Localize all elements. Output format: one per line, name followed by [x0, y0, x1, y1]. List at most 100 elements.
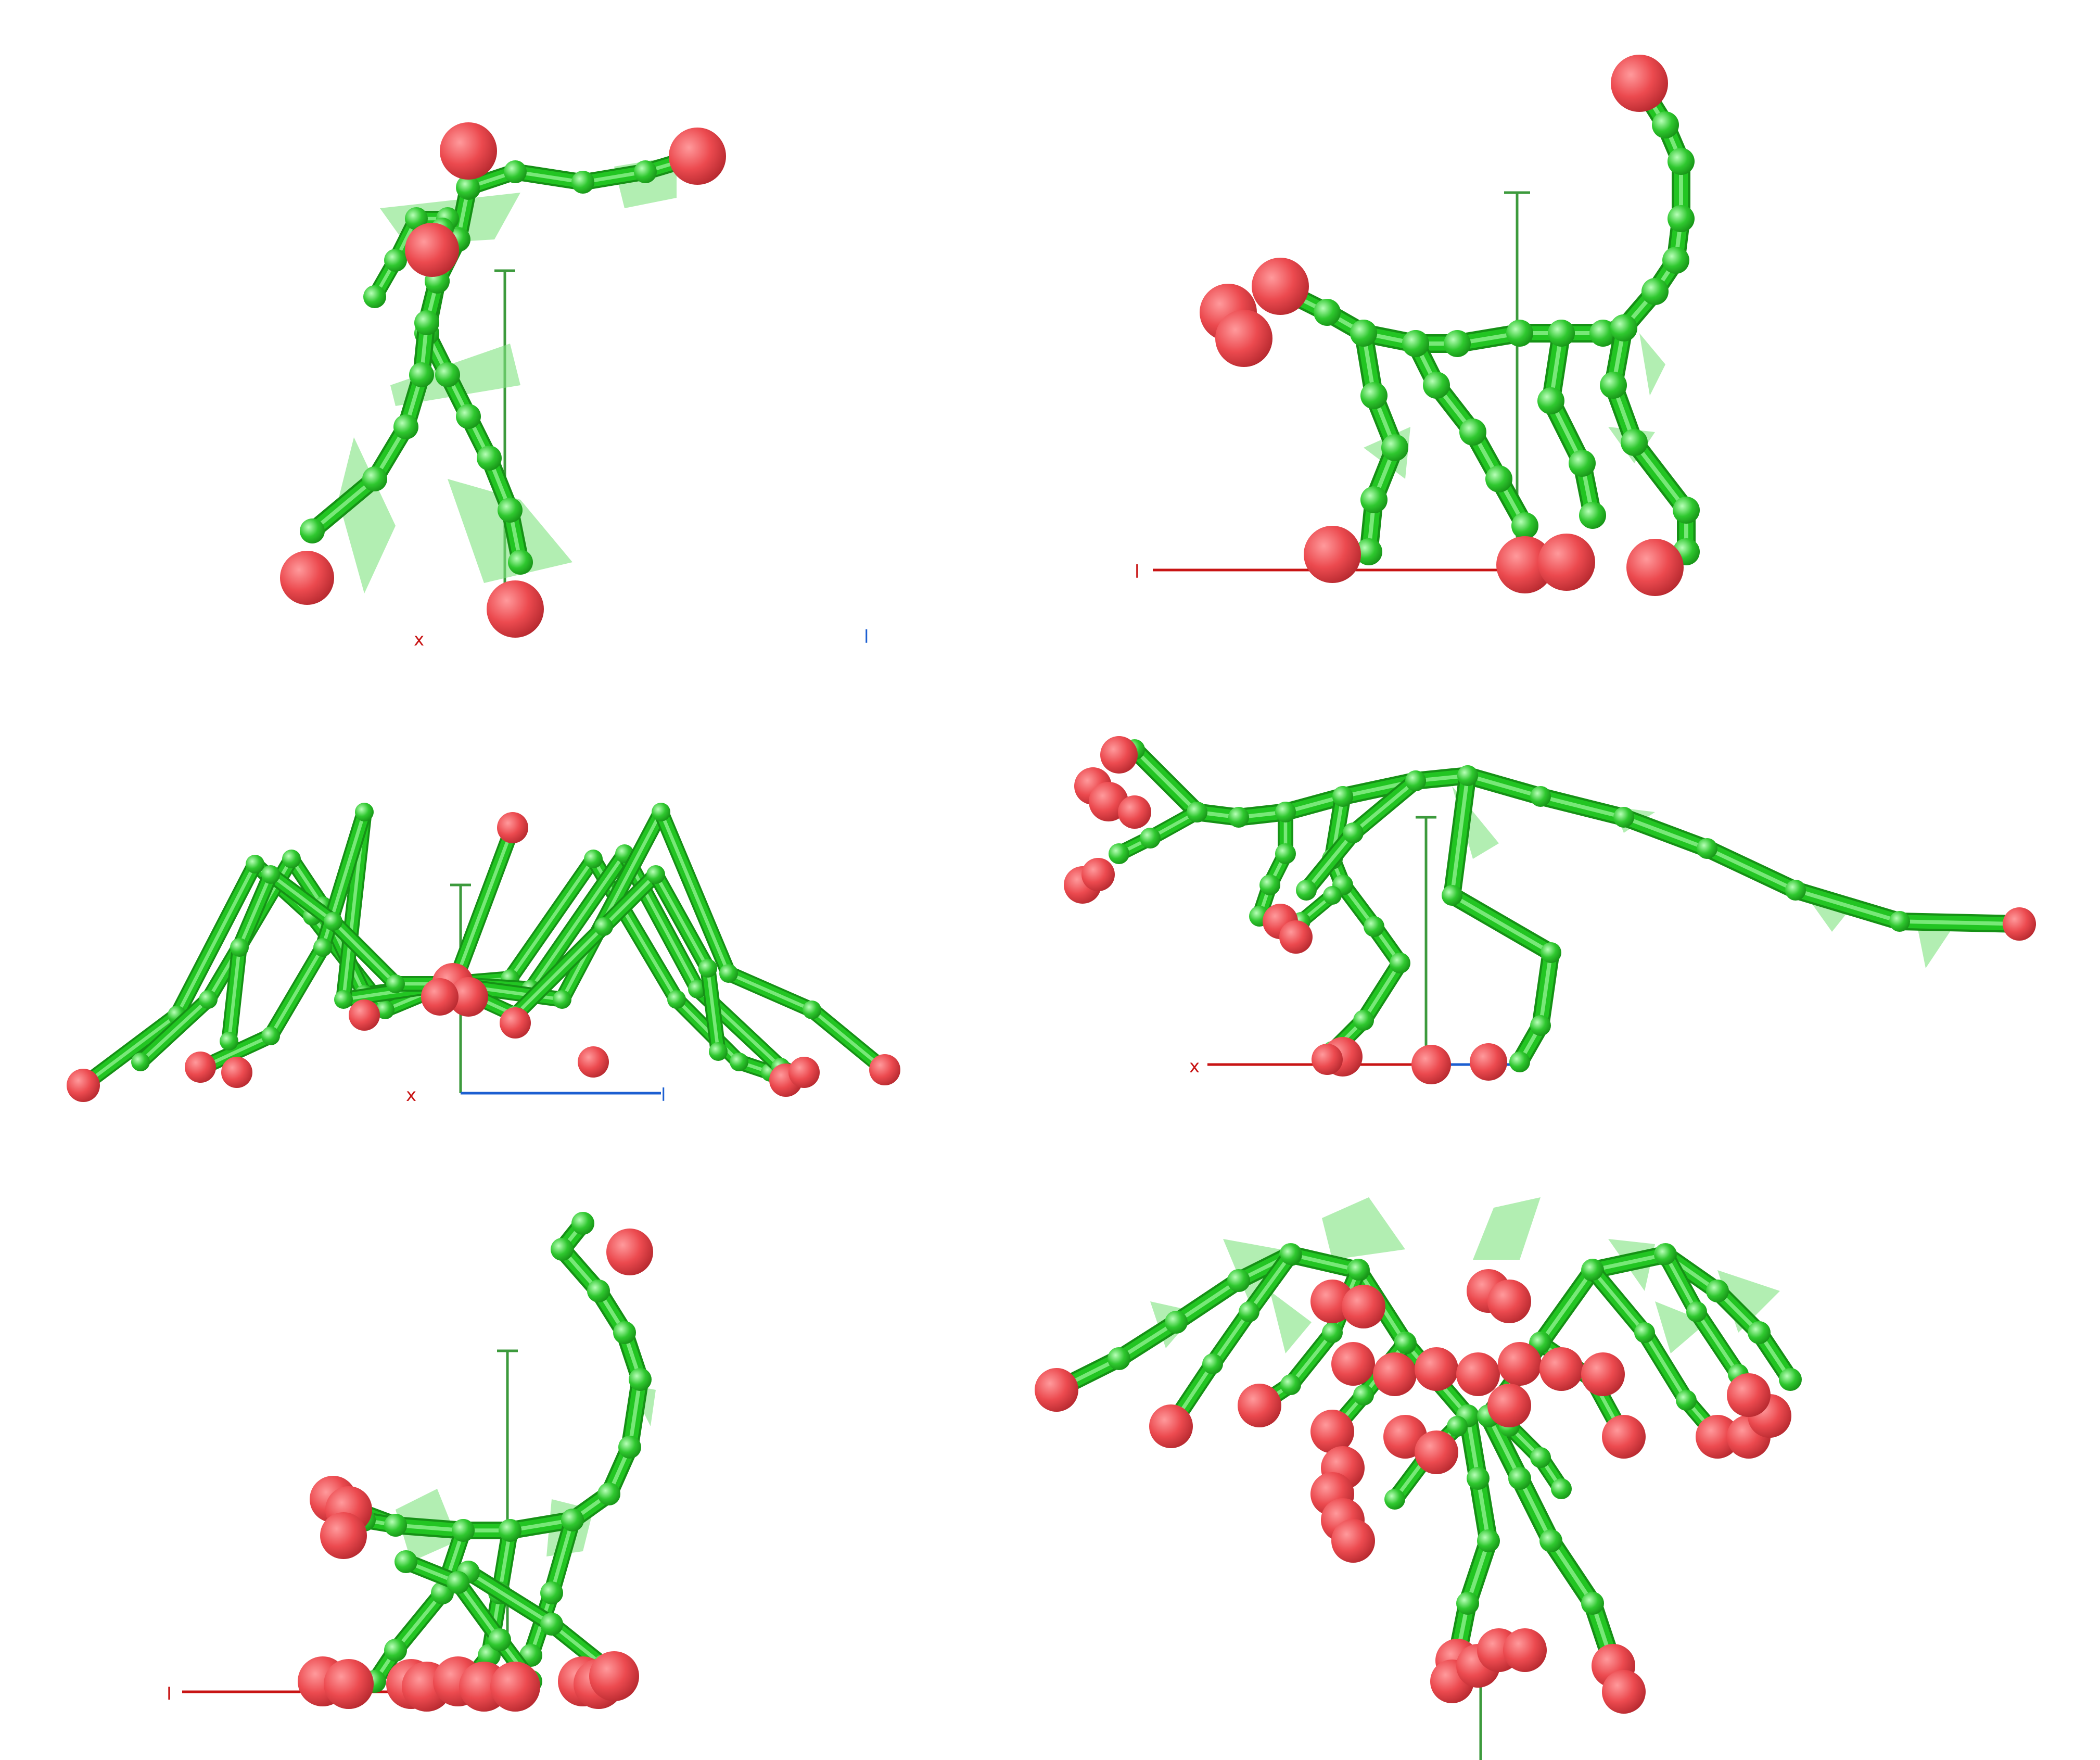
x-axis-label: x [1189, 1056, 1200, 1077]
joint [629, 1368, 652, 1391]
joint [1280, 1374, 1301, 1395]
joint [1467, 1467, 1490, 1490]
bone [1282, 1246, 1367, 1279]
joint [1360, 382, 1388, 409]
joint [1202, 1353, 1223, 1374]
x-axis-label: x [406, 1085, 416, 1106]
end-effector-sphere [1538, 534, 1595, 591]
bone [232, 867, 278, 955]
joint [571, 171, 594, 194]
end-effector-sphere [1696, 1415, 1739, 1459]
joint [405, 207, 428, 230]
end-effector-sphere [440, 122, 497, 180]
panel-scorpion: IZ [167, 1212, 656, 1712]
joint [1509, 1052, 1530, 1072]
joint [1748, 1321, 1771, 1344]
end-effector-sphere [1342, 1285, 1385, 1328]
end-effector-sphere [1312, 1044, 1343, 1075]
end-effector-sphere [280, 551, 334, 605]
end-effector-sphere [1252, 258, 1309, 315]
bone [221, 940, 247, 1049]
joint [709, 1042, 728, 1061]
joint [1508, 1467, 1531, 1490]
joint [1390, 953, 1410, 973]
joint [1402, 330, 1429, 357]
bone [1459, 767, 1549, 805]
joint [571, 1212, 594, 1235]
joint [1600, 372, 1627, 399]
end-effector-sphere [1581, 1352, 1625, 1396]
joint [457, 176, 480, 199]
end-effector-sphere [449, 977, 488, 1017]
joint [540, 1613, 563, 1636]
joint [363, 285, 386, 308]
joint [1613, 807, 1634, 828]
joint [1280, 1244, 1301, 1265]
joint [1140, 828, 1161, 849]
joint [1537, 387, 1564, 414]
end-effector-sphere [490, 1662, 540, 1712]
joint [313, 938, 332, 957]
bone [543, 1512, 581, 1601]
bone [653, 804, 736, 981]
joint [803, 1001, 821, 1019]
joint [1530, 786, 1551, 807]
end-effector-sphere [1035, 1368, 1078, 1412]
bone [1584, 1262, 1653, 1341]
rotation-cone [1270, 1291, 1312, 1353]
joint [282, 850, 301, 868]
joint [1322, 1322, 1343, 1343]
bone [303, 470, 384, 540]
end-effector-sphere [1331, 1519, 1375, 1563]
bone [1615, 808, 1716, 857]
joint [435, 362, 460, 387]
z-axis-label: l [661, 1085, 666, 1106]
joint [220, 1032, 238, 1050]
bone [700, 960, 726, 1059]
end-effector-sphere [185, 1052, 216, 1083]
joint [477, 446, 502, 471]
joint [1485, 465, 1512, 492]
bone [1657, 1246, 1705, 1320]
joint [618, 1436, 641, 1459]
end-effector-sphere [1279, 920, 1313, 954]
bone [1355, 955, 1408, 1029]
joint [1579, 502, 1606, 529]
joint [1621, 429, 1648, 456]
bone [721, 966, 820, 1018]
joint [1323, 886, 1342, 905]
joint [246, 855, 264, 873]
joint [384, 249, 407, 272]
joint [230, 938, 249, 957]
bone [1443, 767, 1477, 904]
joint [1187, 802, 1207, 822]
bone [1532, 1261, 1601, 1352]
end-effector-sphere [1496, 536, 1554, 593]
end-effector-sphere [1100, 736, 1138, 774]
joint [1459, 419, 1486, 446]
bone [450, 1574, 508, 1648]
joint [1706, 1280, 1729, 1302]
joint [1548, 320, 1575, 347]
joint [613, 1321, 636, 1344]
bone [1636, 1324, 1695, 1409]
joint [587, 1280, 610, 1302]
joint [508, 550, 533, 575]
bone [507, 919, 612, 1023]
rotation-cone [338, 437, 396, 593]
end-effector-sphere [1149, 1404, 1193, 1448]
bone [1510, 1469, 1560, 1550]
bone [1479, 1407, 1529, 1488]
panel-quadruped-tail-up: lZ [1135, 55, 1700, 596]
end-effector-sphere [1470, 1043, 1507, 1081]
bone [648, 867, 716, 976]
joint [1165, 1311, 1188, 1334]
joint [1364, 916, 1384, 937]
end-effector-sphere [1456, 1352, 1500, 1396]
bone [1688, 1303, 1747, 1383]
joint [597, 1483, 620, 1505]
end-effector-sphere [1331, 1342, 1375, 1386]
end-effector-sphere [606, 1229, 653, 1275]
